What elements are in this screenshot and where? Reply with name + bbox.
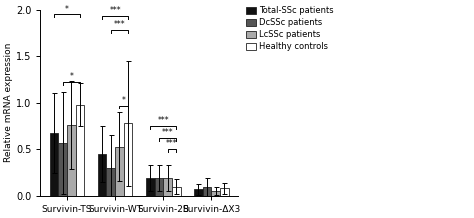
Y-axis label: Relative mRNA expression: Relative mRNA expression: [4, 43, 13, 162]
Bar: [115, 146, 124, 196]
Text: ***: ***: [109, 6, 121, 15]
Text: *: *: [122, 96, 126, 105]
Bar: [58, 143, 67, 196]
Text: *: *: [69, 72, 73, 81]
Bar: [67, 125, 75, 196]
Bar: [194, 189, 203, 196]
Bar: [106, 168, 115, 196]
Text: ***: ***: [157, 116, 169, 125]
Bar: [49, 133, 58, 196]
Bar: [220, 188, 229, 196]
Bar: [146, 178, 155, 196]
Bar: [172, 187, 181, 196]
Bar: [163, 178, 172, 196]
Legend: Total-SSc patients, DcSSc patients, LcSSc patients, Healthy controls: Total-SSc patients, DcSSc patients, LcSS…: [244, 5, 336, 53]
Text: *: *: [65, 5, 69, 14]
Bar: [98, 154, 106, 196]
Text: ***: ***: [166, 139, 178, 148]
Text: ***: ***: [114, 20, 125, 29]
Bar: [124, 123, 132, 196]
Bar: [155, 178, 163, 196]
Bar: [75, 105, 84, 196]
Bar: [203, 187, 211, 196]
Bar: [211, 191, 220, 196]
Text: ***: ***: [162, 128, 173, 137]
